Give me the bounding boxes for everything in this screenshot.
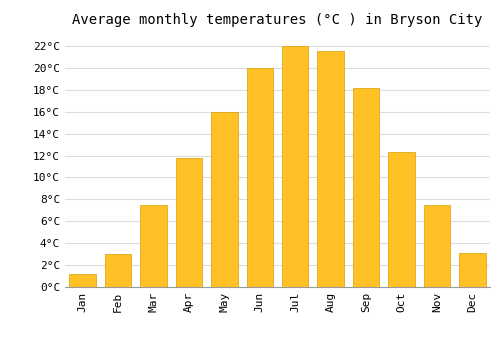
Bar xyxy=(353,88,380,287)
Bar xyxy=(70,274,96,287)
Bar xyxy=(140,205,167,287)
Bar xyxy=(211,112,238,287)
Bar xyxy=(176,158,202,287)
Bar xyxy=(105,254,132,287)
Bar xyxy=(318,51,344,287)
Bar xyxy=(282,46,308,287)
Title: Average monthly temperatures (°C ) in Bryson City: Average monthly temperatures (°C ) in Br… xyxy=(72,13,482,27)
Bar xyxy=(424,205,450,287)
Bar xyxy=(388,152,414,287)
Bar xyxy=(459,253,485,287)
Bar xyxy=(246,68,273,287)
